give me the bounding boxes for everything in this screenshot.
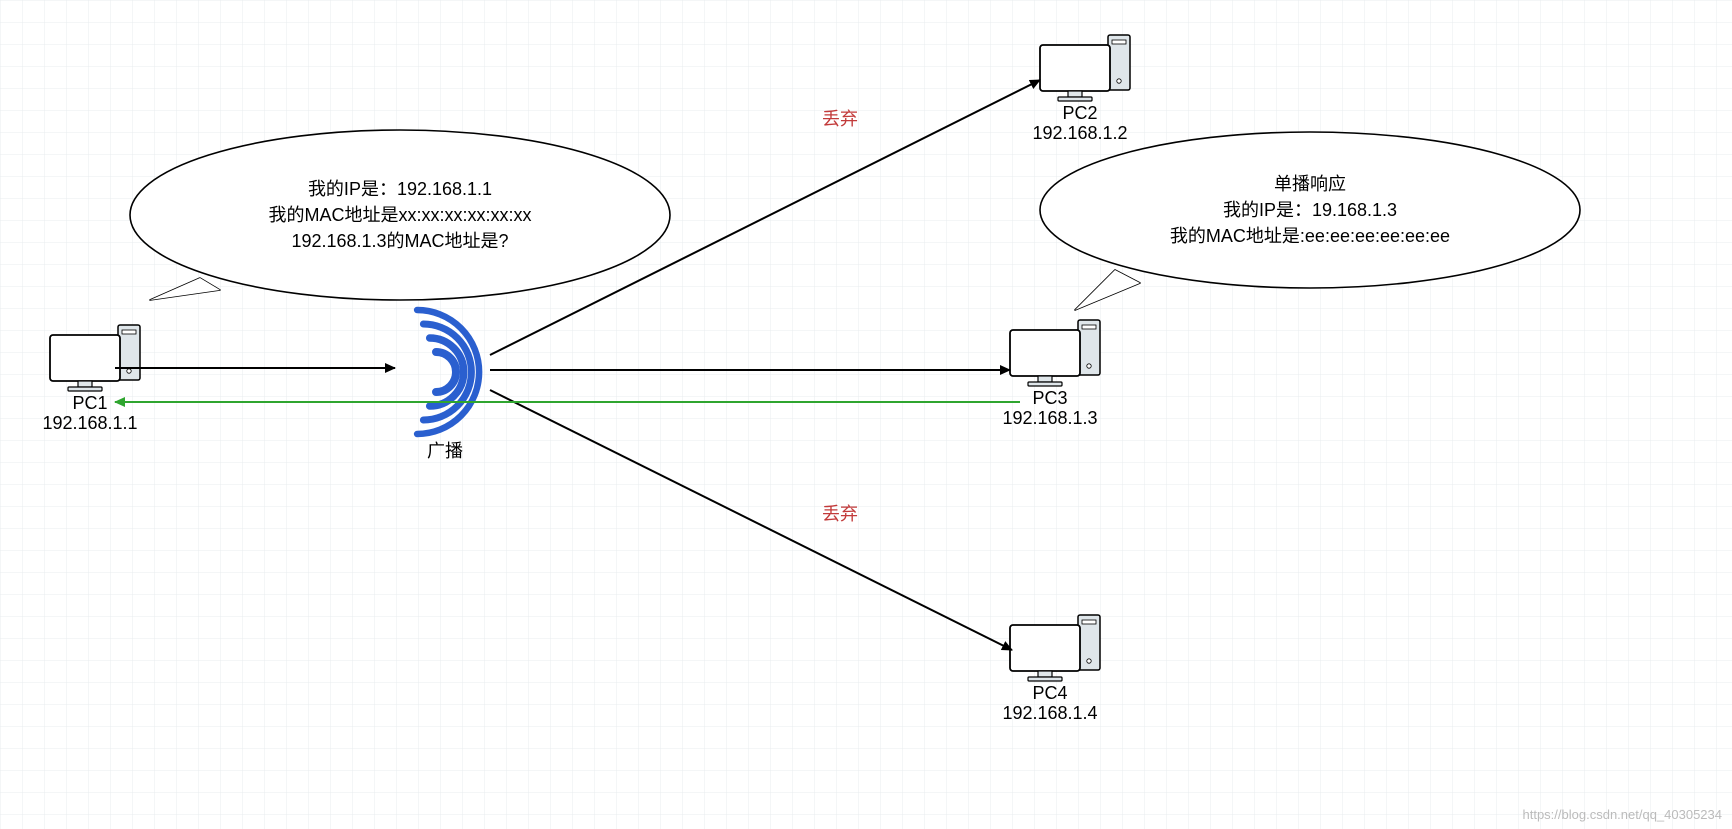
pc-name: PC2 [1062, 103, 1097, 123]
grid [0, 0, 1732, 829]
broadcast-label: 广播 [427, 441, 463, 461]
pc-ip: 192.168.1.3 [1002, 408, 1097, 428]
pc-name: PC4 [1032, 683, 1067, 703]
bubble-line: 192.168.1.3的MAC地址是? [291, 231, 508, 251]
pc-ip: 192.168.1.4 [1002, 703, 1097, 723]
pc-ip: 192.168.1.1 [42, 413, 137, 433]
bubble-line: 我的IP是：192.168.1.1 [308, 179, 492, 199]
bubble-line: 我的IP是：19.168.1.3 [1223, 200, 1397, 220]
bubble-line: 单播响应 [1274, 174, 1346, 194]
pc-ip: 192.168.1.2 [1032, 123, 1127, 143]
drop-label-1: 丢弃 [822, 109, 858, 129]
watermark: https://blog.csdn.net/qq_40305234 [1523, 807, 1723, 822]
pc-name: PC3 [1032, 388, 1067, 408]
pc-pc1: PC1192.168.1.1 [42, 325, 140, 433]
diagram-canvas: PC1192.168.1.1PC2192.168.1.2PC3192.168.1… [0, 0, 1732, 829]
drop-label-2: 丢弃 [822, 504, 858, 524]
pc-name: PC1 [72, 393, 107, 413]
pc-pc4: PC4192.168.1.4 [1002, 615, 1100, 723]
bubble-line: 我的MAC地址是xx:xx:xx:xx:xx:xx [268, 205, 531, 225]
pc-pc3: PC3192.168.1.3 [1002, 320, 1100, 428]
pc-pc2: PC2192.168.1.2 [1032, 35, 1130, 143]
bubble-line: 我的MAC地址是:ee:ee:ee:ee:ee:ee [1170, 226, 1450, 246]
speech-bubble-left: 我的IP是：192.168.1.1 我的MAC地址是xx:xx:xx:xx:xx:… [130, 130, 670, 300]
